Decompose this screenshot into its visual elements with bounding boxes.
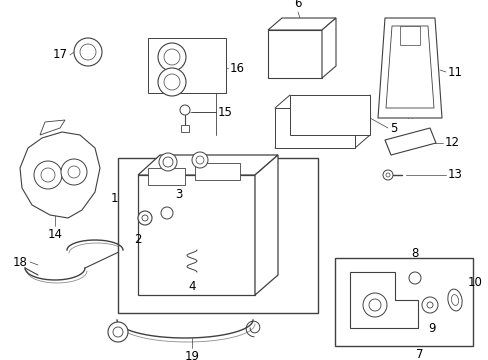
- Polygon shape: [377, 18, 441, 118]
- Polygon shape: [138, 155, 278, 175]
- Text: 11: 11: [447, 66, 462, 78]
- Text: 7: 7: [415, 348, 423, 360]
- Polygon shape: [321, 18, 335, 78]
- Circle shape: [163, 157, 173, 167]
- Ellipse shape: [447, 289, 461, 311]
- Bar: [118, 158, 317, 313]
- Circle shape: [385, 173, 389, 177]
- Polygon shape: [195, 163, 240, 180]
- Text: 8: 8: [410, 247, 418, 260]
- Text: 4: 4: [188, 280, 195, 293]
- Text: 9: 9: [427, 322, 435, 335]
- Polygon shape: [289, 95, 369, 135]
- Polygon shape: [20, 132, 100, 218]
- Circle shape: [158, 68, 185, 96]
- Polygon shape: [399, 26, 419, 45]
- Circle shape: [138, 211, 152, 225]
- Circle shape: [68, 166, 80, 178]
- Text: 14: 14: [47, 228, 62, 241]
- Circle shape: [80, 44, 96, 60]
- Circle shape: [421, 297, 437, 313]
- Circle shape: [382, 170, 392, 180]
- Circle shape: [34, 161, 62, 189]
- Text: 1: 1: [110, 192, 118, 204]
- Text: 19: 19: [184, 350, 199, 360]
- Text: 17: 17: [53, 49, 68, 62]
- Bar: [148, 38, 225, 93]
- Circle shape: [196, 156, 203, 164]
- Circle shape: [163, 74, 180, 90]
- Circle shape: [159, 153, 177, 171]
- Circle shape: [426, 302, 432, 308]
- Polygon shape: [148, 168, 184, 185]
- Polygon shape: [385, 26, 433, 108]
- Circle shape: [158, 43, 185, 71]
- Circle shape: [161, 207, 173, 219]
- Circle shape: [41, 168, 55, 182]
- Polygon shape: [138, 175, 254, 295]
- Polygon shape: [40, 120, 65, 135]
- Circle shape: [74, 38, 102, 66]
- Text: 15: 15: [218, 105, 232, 118]
- Text: 13: 13: [447, 168, 462, 181]
- Ellipse shape: [450, 294, 458, 305]
- Circle shape: [163, 49, 180, 65]
- Text: 5: 5: [389, 122, 397, 135]
- Text: 12: 12: [444, 135, 459, 148]
- Polygon shape: [274, 108, 354, 148]
- Circle shape: [142, 215, 148, 221]
- Circle shape: [180, 105, 190, 115]
- Polygon shape: [349, 272, 417, 328]
- Circle shape: [408, 272, 420, 284]
- Polygon shape: [181, 125, 189, 132]
- Text: 2: 2: [134, 233, 142, 246]
- Polygon shape: [254, 155, 278, 295]
- Circle shape: [61, 159, 87, 185]
- Circle shape: [192, 152, 207, 168]
- Circle shape: [368, 299, 380, 311]
- Circle shape: [113, 327, 123, 337]
- Text: 3: 3: [175, 189, 182, 202]
- Polygon shape: [384, 128, 435, 155]
- Text: 16: 16: [229, 62, 244, 75]
- Circle shape: [108, 322, 128, 342]
- Text: 10: 10: [467, 275, 482, 288]
- Circle shape: [362, 293, 386, 317]
- Text: 18: 18: [13, 256, 28, 269]
- Polygon shape: [267, 18, 335, 30]
- Text: 6: 6: [294, 0, 301, 10]
- Bar: [334, 258, 472, 346]
- Polygon shape: [267, 30, 321, 78]
